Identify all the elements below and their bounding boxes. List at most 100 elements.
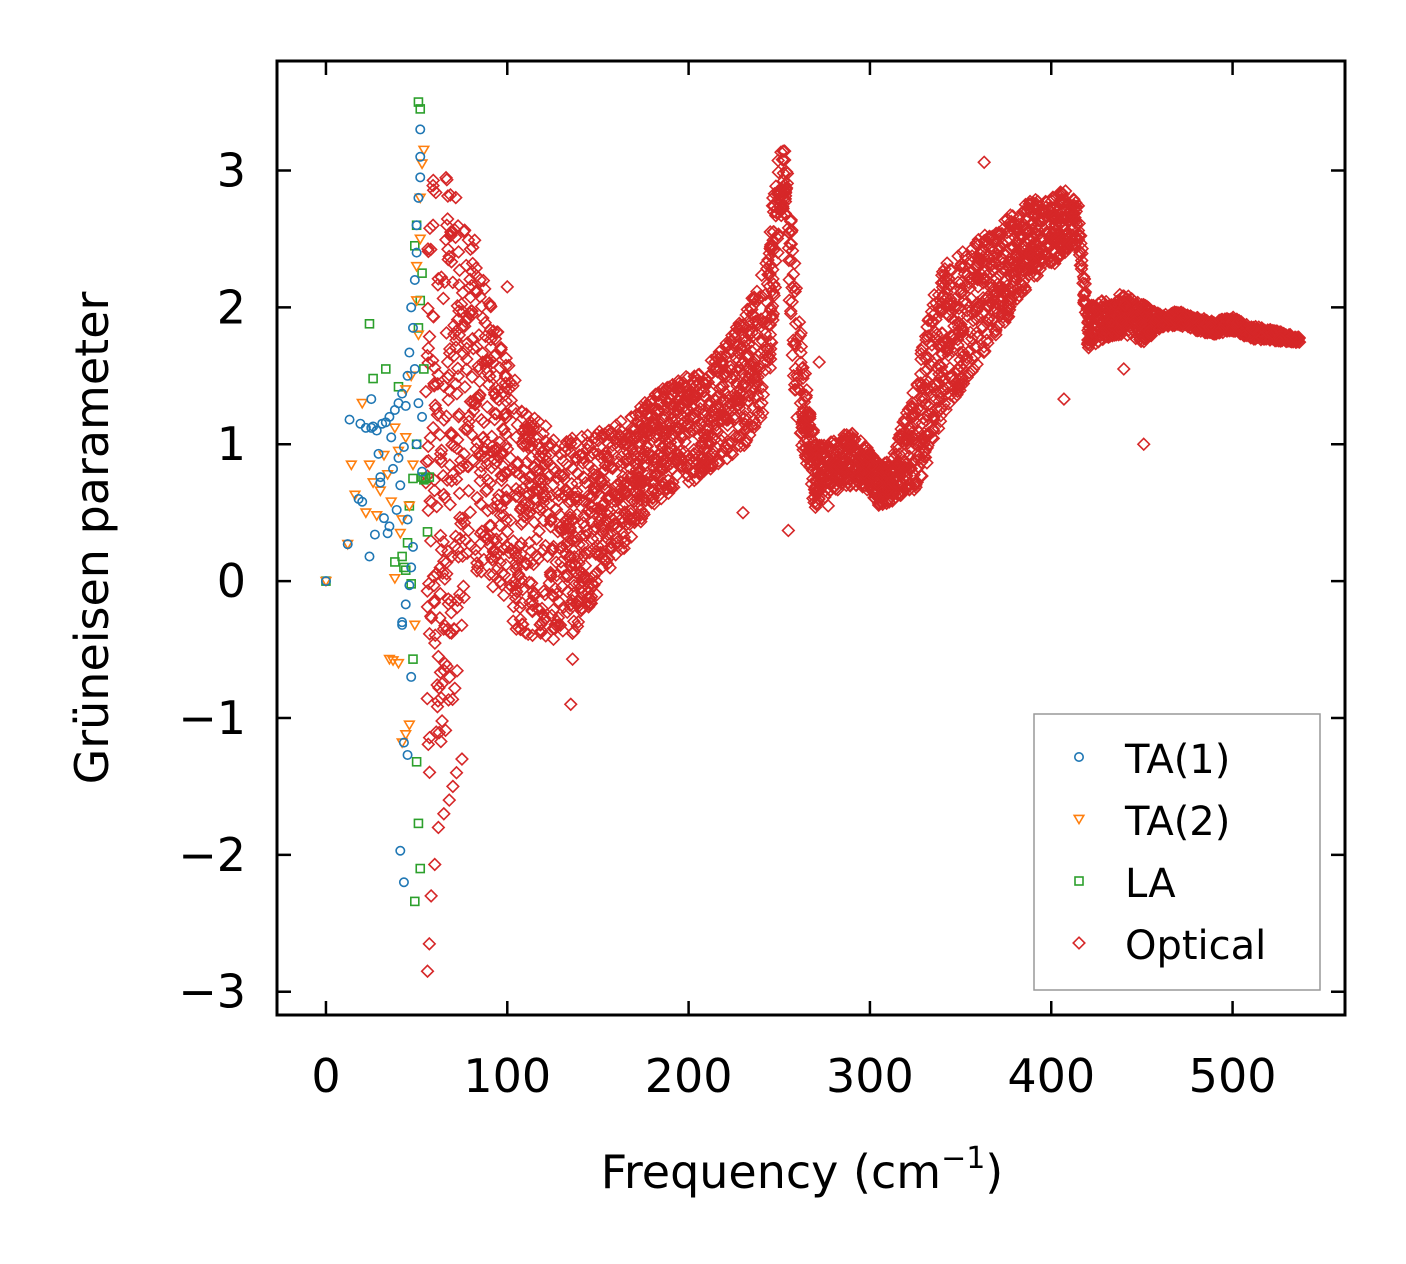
ta1-point bbox=[411, 247, 422, 258]
optical-point bbox=[661, 486, 676, 501]
optical-point bbox=[621, 446, 636, 461]
ta2-point bbox=[395, 515, 409, 526]
ta1-point bbox=[364, 551, 375, 562]
optical-point bbox=[979, 333, 994, 348]
ta2-point bbox=[385, 497, 398, 508]
optical-point bbox=[1177, 308, 1192, 323]
legend: TA(1) TA(2) LA Optical bbox=[1033, 713, 1321, 991]
optical-point bbox=[571, 614, 586, 629]
optical-point bbox=[431, 820, 446, 835]
optical-point bbox=[986, 243, 1001, 258]
optical-point bbox=[914, 343, 929, 358]
optical-point bbox=[820, 465, 835, 480]
optical-point bbox=[973, 273, 988, 287]
optical-point bbox=[993, 240, 1008, 255]
la-point bbox=[406, 579, 416, 589]
la-point bbox=[413, 818, 424, 829]
optical-point bbox=[728, 389, 743, 404]
optical-point bbox=[1038, 222, 1053, 237]
optical-point bbox=[496, 508, 511, 523]
optical-point bbox=[570, 595, 585, 610]
optical-point bbox=[488, 380, 503, 395]
optical-point bbox=[489, 441, 504, 456]
optical-point bbox=[457, 590, 471, 605]
optical-point bbox=[645, 416, 660, 431]
optical-point bbox=[1203, 315, 1218, 329]
optical-point bbox=[431, 406, 446, 421]
optical-point bbox=[584, 498, 599, 513]
optical-point bbox=[704, 366, 719, 381]
optical-point bbox=[508, 464, 523, 479]
optical-point bbox=[436, 487, 451, 502]
y-axis-label: Grüneisen parameter bbox=[65, 291, 119, 784]
optical-point bbox=[637, 474, 652, 489]
y-tick-label: −1 bbox=[178, 691, 246, 745]
optical-point bbox=[728, 369, 742, 384]
optical-point bbox=[793, 345, 808, 360]
optical-point bbox=[433, 665, 448, 680]
ta1-point bbox=[413, 398, 424, 409]
optical-point bbox=[480, 399, 495, 414]
optical-point bbox=[734, 393, 749, 408]
optical-point bbox=[897, 432, 912, 447]
optical-point bbox=[786, 267, 801, 282]
optical-point bbox=[903, 462, 918, 476]
optical-point bbox=[714, 428, 729, 443]
optical-point bbox=[830, 482, 845, 497]
optical-point bbox=[527, 587, 542, 601]
optical-point bbox=[911, 449, 925, 464]
optical-point bbox=[808, 500, 823, 515]
optical-point bbox=[981, 312, 996, 327]
optical-point bbox=[1133, 299, 1148, 314]
optical-point bbox=[420, 691, 435, 706]
ta1-point bbox=[398, 877, 409, 888]
la-point bbox=[413, 97, 424, 107]
optical-point bbox=[906, 385, 921, 400]
ta1-point bbox=[344, 414, 355, 425]
optical-point bbox=[829, 460, 844, 475]
optical-point bbox=[660, 380, 675, 395]
optical-point bbox=[959, 280, 974, 294]
optical-point bbox=[962, 365, 977, 380]
optical-point bbox=[719, 340, 734, 355]
optical-point bbox=[568, 557, 583, 572]
data-points bbox=[319, 97, 1307, 979]
ta1-point bbox=[402, 370, 413, 381]
optical-point bbox=[841, 475, 855, 490]
optical-point bbox=[608, 547, 623, 562]
optical-point bbox=[931, 375, 946, 390]
optical-point bbox=[439, 218, 454, 233]
optical-point bbox=[565, 461, 580, 476]
optical-point bbox=[752, 334, 767, 349]
optical-point bbox=[455, 752, 469, 766]
optical-point bbox=[677, 428, 692, 443]
plot-frame bbox=[275, 59, 1347, 1017]
optical-point bbox=[812, 355, 827, 370]
optical-point bbox=[811, 491, 826, 506]
optical-point bbox=[615, 485, 629, 500]
optical-point bbox=[1188, 323, 1203, 338]
optical-point bbox=[869, 476, 884, 491]
optical-point bbox=[582, 595, 597, 610]
optical-point bbox=[941, 341, 956, 355]
optical-point bbox=[696, 403, 711, 418]
optical-point bbox=[421, 503, 436, 518]
optical-point bbox=[705, 404, 720, 419]
optical-point bbox=[512, 484, 527, 499]
optical-point bbox=[890, 487, 905, 502]
optical-point bbox=[683, 451, 698, 466]
optical-point bbox=[602, 491, 617, 506]
optical-point bbox=[926, 408, 941, 423]
optical-point bbox=[665, 401, 680, 416]
optical-point bbox=[471, 328, 486, 342]
optical-point bbox=[1046, 208, 1061, 223]
optical-point bbox=[673, 460, 688, 475]
optical-point bbox=[601, 551, 616, 565]
optical-point bbox=[628, 408, 643, 423]
optical-point bbox=[665, 462, 680, 476]
legend-label-ta2: TA(2) bbox=[1124, 799, 1230, 845]
ta1-point bbox=[395, 845, 406, 856]
optical-point bbox=[781, 523, 796, 538]
optical-point bbox=[567, 578, 581, 593]
optical-point bbox=[1091, 296, 1106, 311]
